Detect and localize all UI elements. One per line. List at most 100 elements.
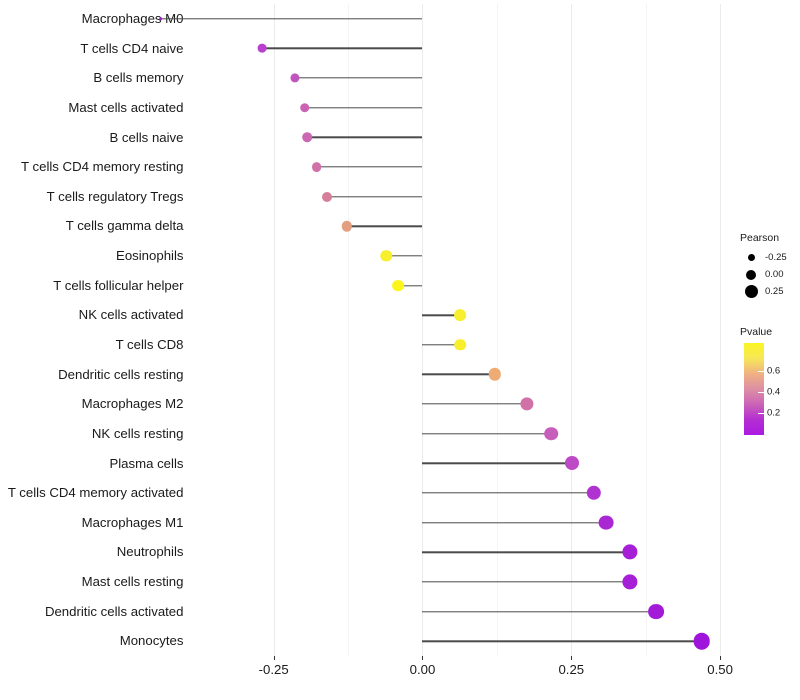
colorbar-wrap: 0.6 0.4 0.2 — [740, 343, 796, 435]
y-axis-label: NK cells activated — [78, 307, 184, 323]
chart-row: T cells CD4 memory activated — [8, 478, 732, 508]
stem-line — [307, 136, 423, 139]
pearson-legend-label: 0.25 — [765, 286, 784, 297]
chart-row: Plasma cells — [109, 449, 732, 479]
stem-line — [294, 77, 423, 79]
pearson-legend-dot — [740, 254, 762, 261]
data-point[interactable] — [647, 603, 664, 620]
stem-line — [261, 47, 423, 50]
pearson-legend-label: 0.00 — [765, 269, 784, 280]
chart-row: T cells CD8 — [116, 330, 732, 360]
y-axis-label: Macrophages M2 — [81, 396, 184, 412]
stem-line — [316, 166, 423, 168]
pearson-size-legend: Pearson -0.25 0.00 0.25 — [740, 232, 800, 300]
stem-line — [422, 640, 702, 642]
chart-row: Neutrophils — [117, 537, 732, 567]
pvalue-legend-title: Pvalue — [740, 326, 773, 338]
data-point[interactable] — [598, 515, 614, 531]
colorbar-tick-label: 0.6 — [767, 365, 781, 377]
y-axis-label: T cells follicular helper — [53, 277, 184, 293]
stem-line — [422, 462, 572, 465]
data-point[interactable] — [544, 426, 558, 441]
stem-line — [422, 581, 631, 583]
data-point[interactable] — [454, 339, 466, 351]
pearson-legend-label: -0.25 — [765, 252, 787, 263]
data-point[interactable] — [158, 17, 163, 21]
stem-line — [422, 492, 594, 494]
gridline-major — [422, 4, 424, 656]
y-axis-label: Mast cells resting — [81, 574, 184, 590]
data-point[interactable] — [341, 221, 353, 232]
chart-row: T cells gamma delta — [66, 211, 732, 241]
data-point[interactable] — [564, 456, 579, 471]
pearson-legend-title: Pearson — [740, 232, 780, 244]
y-axis-label: Eosinophils — [116, 248, 184, 264]
x-tick-label: 0.00 — [409, 662, 436, 677]
pvalue-color-legend: Pvalue 0.6 0.4 0.2 — [740, 326, 800, 435]
y-axis-label: T cells CD4 naive — [80, 40, 184, 56]
stem-line — [422, 344, 460, 346]
data-point[interactable] — [299, 102, 310, 113]
colorbar-gradient — [744, 343, 764, 435]
data-point[interactable] — [289, 73, 300, 83]
y-axis-label: NK cells resting — [91, 425, 184, 441]
chart-row: Macrophages M2 — [82, 389, 732, 419]
data-point[interactable] — [392, 279, 404, 292]
gridline-major — [571, 4, 573, 656]
y-axis-label: Monocytes — [119, 633, 184, 649]
gridline-minor — [645, 4, 647, 656]
y-axis-label: B cells naive — [109, 129, 184, 145]
pearson-legend-entry: 0.00 — [740, 266, 800, 283]
gridline-minor — [348, 4, 350, 656]
y-axis-label: T cells CD4 memory activated — [7, 485, 184, 501]
stem-line — [422, 314, 460, 316]
data-point[interactable] — [321, 191, 332, 202]
stem-line — [304, 107, 423, 109]
stem-line — [422, 373, 496, 376]
x-tick-mark — [720, 656, 722, 660]
pearson-legend-dot — [740, 285, 762, 298]
chart-row: Dendritic cells resting — [58, 360, 732, 390]
data-point[interactable] — [693, 632, 710, 650]
data-point[interactable] — [622, 544, 638, 560]
stem-line — [422, 610, 656, 613]
chart-row: NK cells activated — [79, 300, 732, 330]
stem-line — [422, 403, 527, 405]
stem-line — [346, 225, 423, 227]
chart-row: Mast cells resting — [82, 567, 732, 597]
stem-line — [422, 521, 606, 524]
x-axis: -0.25 0.00 0.25 0.50 — [232, 656, 733, 686]
stem-line — [398, 284, 423, 287]
y-axis-label: T cells gamma delta — [65, 218, 184, 234]
data-point[interactable] — [586, 485, 602, 501]
y-axis-label: T cells CD8 — [115, 337, 184, 352]
pearson-legend-dot — [740, 269, 762, 280]
data-point[interactable] — [622, 574, 638, 590]
chart-row: T cells regulatory Tregs — [47, 182, 732, 212]
data-point[interactable] — [257, 44, 267, 53]
data-point[interactable] — [454, 309, 466, 322]
y-axis-label: T cells CD4 memory resting — [21, 159, 184, 175]
pearson-legend-entry: 0.25 — [740, 283, 800, 300]
chart-row: B cells naive — [109, 123, 732, 153]
data-point[interactable] — [311, 162, 322, 172]
chart-row: Dendritic cells activated — [45, 597, 732, 627]
data-point[interactable] — [488, 368, 502, 381]
chart-row: T cells follicular helper — [53, 271, 732, 301]
y-axis-label: Neutrophils — [116, 544, 184, 560]
stem-line — [326, 195, 423, 198]
chart-row: Mast cells activated — [68, 93, 732, 123]
chart-row: Monocytes — [120, 626, 732, 656]
plot-panel: Macrophages M0 T cells CD4 naive B cells m… — [8, 4, 732, 656]
data-point[interactable] — [520, 397, 534, 411]
data-point[interactable] — [380, 250, 392, 262]
y-axis-label: Macrophages M1 — [81, 514, 184, 530]
chart-row: Macrophages M0 — [82, 4, 732, 34]
chart-row: Macrophages M1 — [82, 508, 732, 538]
data-point[interactable] — [302, 132, 312, 143]
colorbar-tick-mark — [758, 370, 764, 372]
gridline-major — [273, 4, 275, 656]
chart-row: B cells memory — [93, 63, 732, 93]
y-axis-label: T cells regulatory Tregs — [46, 188, 184, 204]
